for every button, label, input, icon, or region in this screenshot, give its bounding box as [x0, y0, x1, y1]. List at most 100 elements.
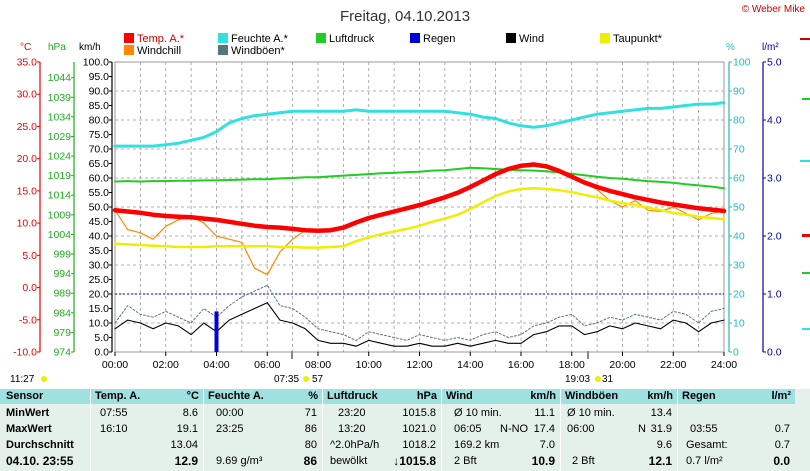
table-divider	[441, 389, 442, 471]
temp-axis-tick-label: 30.0	[17, 89, 38, 101]
legend-swatch	[218, 33, 228, 43]
rain-bar	[214, 311, 219, 352]
legend-label: Windböen*	[231, 45, 286, 57]
table-divider	[90, 389, 91, 471]
humidity-axis-tick-label: 30	[733, 260, 745, 272]
x-tick-label: 18:00	[559, 359, 585, 371]
series-luftdruck-line	[114, 166, 725, 190]
edge-mark-2	[802, 98, 810, 100]
sunrise-minutes: 57	[312, 374, 324, 385]
sunset-minutes: 31	[602, 374, 614, 385]
col-header-humidity: Feuchte A.%	[204, 389, 322, 404]
humidity-axis-tick-label: 0	[733, 347, 739, 359]
wind-axis-tick-label: 10.0	[89, 318, 110, 330]
wind-axis-tick-label: 5.0	[94, 332, 109, 344]
humidity-axis-tick-label: 90	[733, 86, 745, 98]
moon-time: 11:27	[10, 374, 35, 385]
pressure-axis-tick-label: 1034	[48, 111, 72, 123]
temp-axis-tick-label: 20.0	[17, 153, 38, 165]
pressure-axis-tick-label: 994	[53, 268, 71, 280]
temp-axis-tick-label: 5.0	[22, 250, 37, 262]
legend-swatch	[600, 33, 610, 43]
legend-swatch	[410, 33, 420, 43]
pressure-axis-tick-label: 984	[53, 307, 71, 319]
pressure-axis-tick-label: 1009	[48, 209, 72, 221]
wind-axis-tick-label: 85.0	[89, 100, 110, 112]
series-taupunkt-line	[113, 187, 726, 249]
wind-axis-tick-label: 40.0	[89, 231, 110, 243]
temp-axis-tick-label: -10.0	[13, 347, 37, 359]
x-tick-label: 10:00	[356, 359, 382, 371]
pressure-axis-tick-label: 979	[53, 327, 71, 339]
wind-axis-tick-label: 75.0	[89, 129, 110, 141]
legend-label: Temp. A.*	[137, 33, 185, 45]
series-temp-a-line	[112, 162, 727, 234]
rain-axis-tick-label: 4.0	[767, 115, 782, 127]
x-tick-label: 24:00	[711, 359, 737, 371]
wind-axis-tick-label: 0.0	[94, 347, 109, 359]
pressure-axis-tick-label: 1044	[48, 72, 72, 84]
rain-axis-tick-label: 5.0	[767, 57, 782, 69]
legend-swatch	[316, 33, 326, 43]
wind-axis-tick-label: 15.0	[89, 303, 110, 315]
pressure-axis-tick-label: 974	[53, 347, 71, 359]
legend-label: Regen	[423, 33, 455, 45]
x-tick-label: 02:00	[153, 359, 179, 371]
axis-unit-labels: °C hPa km/h % l/m²	[20, 42, 779, 53]
pressure-axis-tick-label: 1004	[48, 229, 72, 241]
sunrise-time: 07:35	[274, 374, 299, 385]
pressure-axis-tick-label: 1024	[48, 151, 72, 163]
legend-label: Taupunkt*	[613, 33, 663, 45]
pressure-axis-tick-label: 1039	[48, 92, 72, 104]
edge-mark-4	[802, 234, 810, 237]
edge-mark-1	[800, 38, 810, 40]
legend-label: Feuchte A.*	[231, 33, 289, 45]
pressure-axis-tick-label: 1019	[48, 170, 72, 182]
humidity-axis-tick-label: 80	[733, 115, 745, 127]
col-header-pressure: Luftdruck hPa	[323, 389, 441, 404]
sunrise-tick	[291, 351, 293, 359]
table-row: MinWert 07:55 8.6 00:00 71 23:20 1015.8 …	[6, 407, 672, 419]
wind-axis-tick-label: 25.0	[89, 274, 110, 286]
wind-axis-tick-label: 65.0	[89, 158, 110, 170]
sunset-time: 19:03	[565, 374, 590, 385]
col-header-rain: Regen l/m²	[678, 389, 795, 404]
legend-label: Wind	[519, 33, 544, 45]
edge-mark-6	[802, 328, 810, 330]
wind-axis-tick-label: 35.0	[89, 245, 110, 257]
humidity-axis-tick-label: 100	[733, 57, 751, 69]
wind-axis-tick-label: 70.0	[89, 144, 110, 156]
chart-series	[112, 101, 727, 352]
pressure-axis-tick-label: 989	[53, 288, 71, 300]
chart-legend: Temp. A.* Feuchte A.* Luftdruck Regen Wind Ta…	[124, 33, 663, 57]
legend-swatch	[506, 33, 516, 43]
rain-axis-tick-label: 1.0	[767, 289, 782, 301]
x-tick-label: 04:00	[203, 359, 229, 371]
x-tick-label: 06:00	[254, 359, 280, 371]
table-divider	[560, 389, 561, 471]
credit-label: © Weber Mike	[742, 4, 806, 15]
wind-unit-label: km/h	[79, 42, 101, 53]
humidity-axis-tick-label: 10	[733, 318, 745, 330]
table-row: MaxWert 16:10 19.1 23:25 86 13:20 1021.0…	[6, 423, 790, 435]
pressure-axis-tick-label: 1029	[48, 131, 72, 143]
temp-axis-tick-label: 35.0	[17, 57, 38, 69]
chart-axes: 35.0 30.0 25.0 20.0 15.0 10.0 5.0 0.0 -5.0 -10.0 1…	[13, 57, 782, 372]
table-row: Durchschnitt 13.04 80 ^2.0hPa/h 1018.2 1…	[6, 439, 790, 451]
edge-mark-3	[800, 160, 810, 162]
x-tick-label: 00:00	[102, 359, 128, 371]
col-header-wind: Wind km/h	[442, 389, 560, 404]
rain-unit-label: l/m²	[762, 42, 779, 53]
x-tick-label: 22:00	[660, 359, 686, 371]
temp-axis-tick-label: 25.0	[17, 121, 38, 133]
temp-axis-tick-label: -5.0	[19, 314, 37, 326]
humidity-axis-tick-label: 60	[733, 173, 745, 185]
wind-axis-tick-label: 80.0	[89, 115, 110, 127]
pressure-axis-tick-label: 999	[53, 249, 71, 261]
legend-swatch	[218, 45, 228, 55]
wind-axis-tick-label: 95.0	[89, 71, 110, 83]
col-header-temp: Temp. A. °C	[91, 389, 203, 404]
col-header-sensor: Sensor	[0, 389, 90, 404]
rain-axis-tick-label: 3.0	[767, 173, 782, 185]
x-tick-label: 08:00	[305, 359, 331, 371]
